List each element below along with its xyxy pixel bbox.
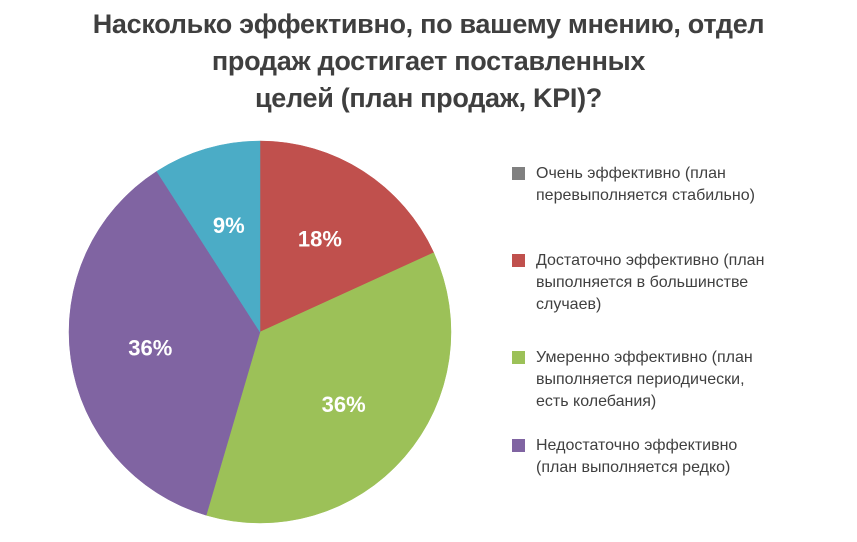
pie-chart: 18% 36% 36% 9% [68, 140, 452, 524]
legend-marker-purple [512, 439, 525, 452]
legend-marker-red [512, 254, 525, 267]
legend-item-fairly-effective[interactable]: Достаточно эффективно (план выполняется … [512, 250, 812, 316]
pie-slice-purple-slice[interactable] [68, 170, 261, 516]
pie-slice-percent-label: 9% [213, 213, 245, 238]
pie-slice-percent-label: 36% [322, 392, 366, 417]
legend-marker-green [512, 351, 525, 364]
legend-item-insufficiently-effective[interactable]: Недостаточно эффективно (план выполняетс… [512, 435, 812, 479]
legend-marker-gray [512, 167, 525, 180]
chart-title: Насколько эффективно, по вашему мнению, … [92, 9, 765, 113]
legend-item-label: Достаточно эффективно (план выполняется … [536, 252, 765, 313]
pie-slice-percent-label: 18% [298, 226, 342, 251]
legend-item-label: Недостаточно эффективно (план выполняетс… [536, 437, 738, 476]
pie-slice-percent-label: 36% [128, 335, 172, 360]
pie-slice-red-slice[interactable] [259, 140, 435, 333]
pie-slice-green-slice[interactable] [205, 252, 452, 524]
legend: Очень эффективно (план перевыполняется с… [512, 0, 832, 542]
legend-item-very-effective[interactable]: Очень эффективно (план перевыполняется с… [512, 163, 812, 207]
pie-slice-teal-slice[interactable] [156, 140, 261, 333]
legend-item-label: Очень эффективно (план перевыполняется с… [536, 165, 755, 204]
legend-item-label: Умеренно эффективно (план выполняется пе… [536, 349, 753, 410]
legend-item-moderately-effective[interactable]: Умеренно эффективно (план выполняется пе… [512, 347, 812, 413]
